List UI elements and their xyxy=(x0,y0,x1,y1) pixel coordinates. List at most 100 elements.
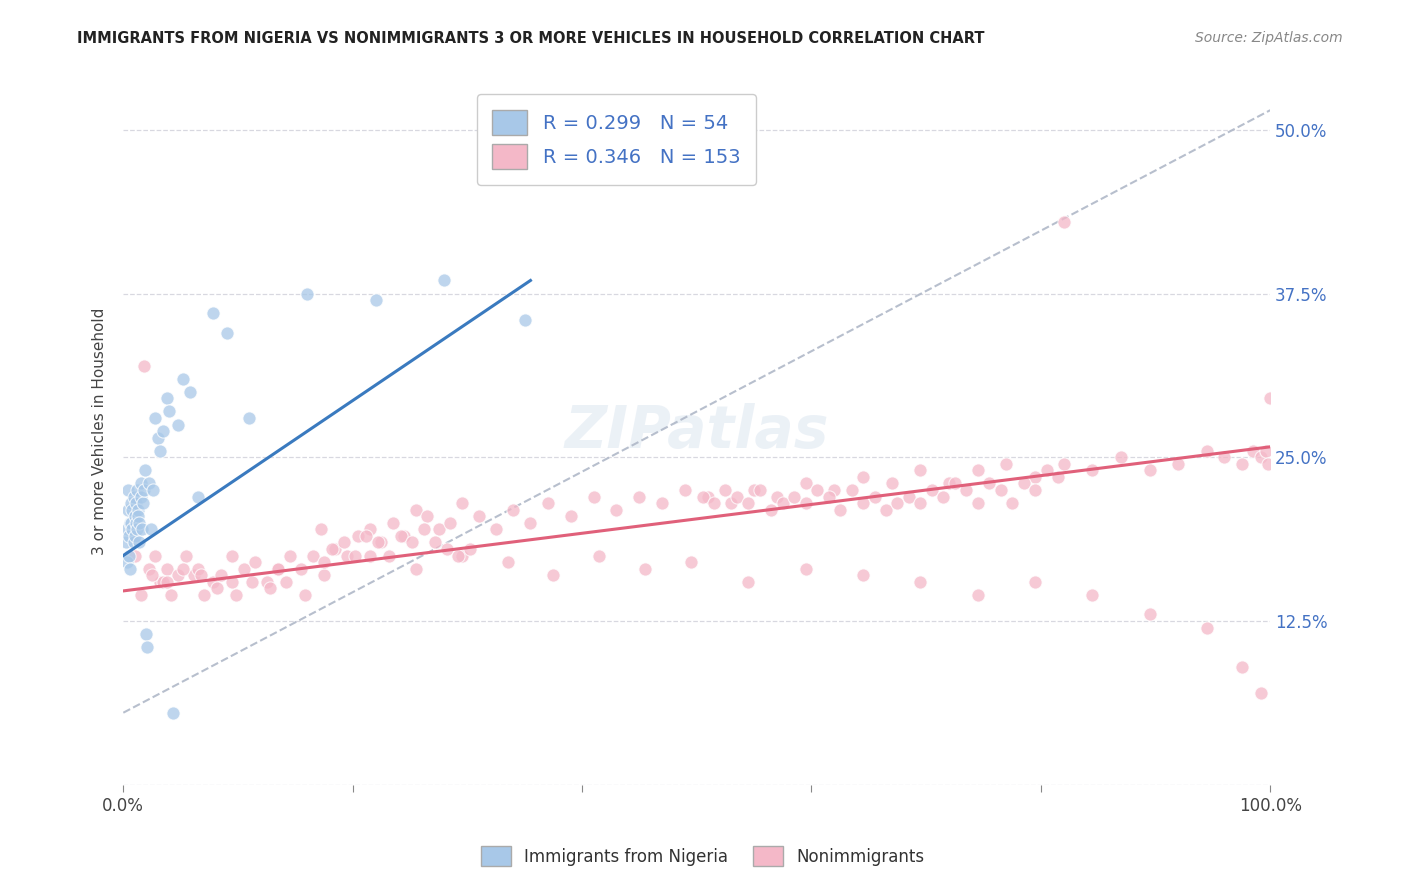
Point xyxy=(679,555,702,569)
Point xyxy=(149,443,172,458)
Point xyxy=(772,496,794,510)
Point xyxy=(651,496,673,510)
Point xyxy=(389,529,412,543)
Point xyxy=(145,549,167,563)
Point xyxy=(245,555,267,569)
Point xyxy=(367,535,389,549)
Point xyxy=(141,568,163,582)
Point xyxy=(794,496,817,510)
Point xyxy=(634,561,657,575)
Point xyxy=(737,574,759,589)
Point xyxy=(128,535,150,549)
Point xyxy=(259,582,281,596)
Legend: R = 0.299   N = 54, R = 0.346   N = 153: R = 0.299 N = 54, R = 0.346 N = 153 xyxy=(477,95,756,185)
Point xyxy=(138,561,160,575)
Point xyxy=(187,490,209,504)
Point xyxy=(207,582,229,596)
Point xyxy=(1081,588,1104,602)
Point xyxy=(336,549,359,563)
Point xyxy=(783,490,806,504)
Point xyxy=(152,574,174,589)
Point xyxy=(295,286,318,301)
Point xyxy=(122,490,145,504)
Point xyxy=(852,470,875,484)
Point xyxy=(125,483,148,497)
Point xyxy=(938,476,960,491)
Point xyxy=(910,463,932,477)
Point xyxy=(830,502,852,516)
Point xyxy=(1250,686,1272,700)
Point xyxy=(121,522,143,536)
Point xyxy=(436,541,458,556)
Point xyxy=(215,326,238,340)
Point xyxy=(955,483,977,497)
Point xyxy=(267,561,290,575)
Point xyxy=(910,496,932,510)
Point xyxy=(138,476,160,491)
Point xyxy=(1081,463,1104,477)
Point xyxy=(1213,450,1236,465)
Point xyxy=(513,312,536,326)
Point xyxy=(321,541,343,556)
Point xyxy=(381,516,404,530)
Point xyxy=(127,502,149,516)
Point xyxy=(127,509,149,524)
Point xyxy=(1241,443,1264,458)
Point xyxy=(416,509,439,524)
Text: Source: ZipAtlas.com: Source: ZipAtlas.com xyxy=(1195,31,1343,45)
Point xyxy=(742,483,765,497)
Point xyxy=(131,522,153,536)
Point xyxy=(129,588,152,602)
Point xyxy=(560,509,582,524)
Point xyxy=(156,561,179,575)
Point xyxy=(394,529,416,543)
Point xyxy=(910,574,932,589)
Text: IMMIGRANTS FROM NIGERIA VS NONIMMIGRANTS 3 OR MORE VEHICLES IN HOUSEHOLD CORRELA: IMMIGRANTS FROM NIGERIA VS NONIMMIGRANTS… xyxy=(77,31,984,46)
Point xyxy=(312,568,335,582)
Point xyxy=(673,483,696,497)
Point xyxy=(238,411,260,425)
Point xyxy=(921,483,943,497)
Point xyxy=(794,561,817,575)
Point xyxy=(179,384,201,399)
Point xyxy=(301,549,323,563)
Point xyxy=(359,522,381,536)
Point xyxy=(412,522,434,536)
Point xyxy=(714,483,737,497)
Point xyxy=(156,392,179,406)
Point xyxy=(145,411,167,425)
Point xyxy=(823,483,845,497)
Point xyxy=(332,535,354,549)
Point xyxy=(370,535,392,549)
Point xyxy=(356,529,378,543)
Point xyxy=(979,476,1001,491)
Point xyxy=(439,516,461,530)
Point xyxy=(232,561,254,575)
Point xyxy=(450,496,472,510)
Point xyxy=(1197,443,1219,458)
Point xyxy=(129,490,152,504)
Point xyxy=(364,293,387,307)
Point xyxy=(325,541,347,556)
Point xyxy=(897,490,920,504)
Point xyxy=(276,574,298,589)
Point xyxy=(128,516,150,530)
Point xyxy=(1024,574,1046,589)
Point xyxy=(125,516,148,530)
Point xyxy=(132,359,155,373)
Point xyxy=(183,568,205,582)
Point xyxy=(1053,457,1076,471)
Point xyxy=(125,496,148,510)
Point xyxy=(737,496,759,510)
Point xyxy=(425,535,447,549)
Point xyxy=(139,522,162,536)
Point xyxy=(1254,443,1277,458)
Point xyxy=(124,509,146,524)
Point xyxy=(841,483,863,497)
Point xyxy=(312,555,335,569)
Point xyxy=(162,706,184,720)
Point xyxy=(156,574,179,589)
Point xyxy=(1024,483,1046,497)
Point xyxy=(863,490,886,504)
Point xyxy=(120,561,142,575)
